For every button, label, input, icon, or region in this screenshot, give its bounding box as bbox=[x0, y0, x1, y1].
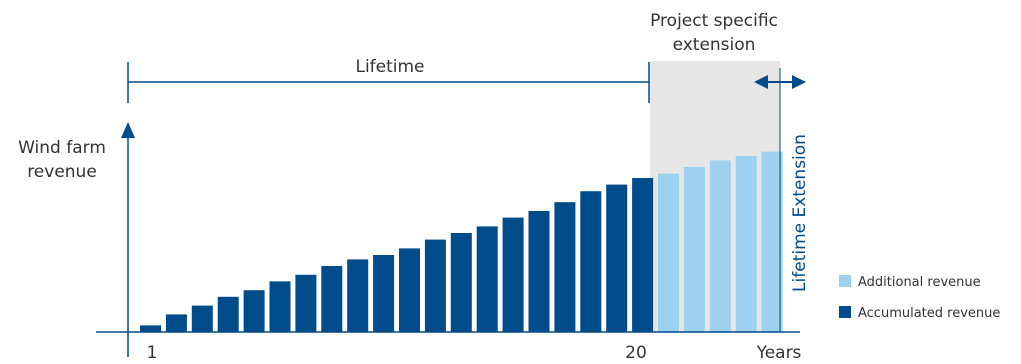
bar-year-21 bbox=[658, 173, 679, 332]
legend-swatch-accumulated bbox=[839, 306, 851, 318]
legend-label-accumulated: Accumulated revenue bbox=[858, 306, 1000, 321]
lifetime-label: Lifetime bbox=[355, 57, 424, 77]
bar-year-14 bbox=[476, 226, 498, 332]
bar-year-25 bbox=[761, 151, 783, 332]
bar-year-18 bbox=[580, 191, 602, 332]
bar-year-6 bbox=[269, 281, 291, 332]
bar-year-7 bbox=[295, 274, 317, 332]
y-axis-label-line2: revenue bbox=[27, 162, 97, 182]
x-axis-label: Years bbox=[756, 343, 802, 363]
bar-year-23 bbox=[709, 160, 731, 332]
legend-label-additional: Additional revenue bbox=[858, 275, 981, 290]
legend-swatch-additional bbox=[839, 275, 851, 287]
bar-year-17 bbox=[554, 202, 576, 332]
bars-group bbox=[140, 151, 783, 332]
bar-year-22 bbox=[683, 167, 705, 332]
bar-year-20 bbox=[632, 178, 654, 332]
x-tick-lifetime-end: 20 bbox=[625, 343, 647, 363]
extension-arrow-right-head bbox=[792, 75, 806, 89]
y-axis-arrow bbox=[121, 122, 135, 138]
bar-year-10 bbox=[373, 255, 395, 332]
bar-year-16 bbox=[528, 211, 550, 332]
lifetime-extension-vertical-label: Lifetime Extension bbox=[790, 134, 810, 292]
bar-year-5 bbox=[243, 290, 265, 332]
bar-year-24 bbox=[735, 156, 757, 332]
legend: Additional revenue Accumulated revenue bbox=[839, 275, 1000, 321]
bar-year-2 bbox=[165, 314, 187, 332]
bar-year-15 bbox=[502, 217, 524, 332]
bar-year-9 bbox=[347, 259, 369, 332]
extension-arrow-left-head bbox=[754, 75, 768, 89]
extension-label-line1: Project specific bbox=[650, 11, 778, 31]
y-axis-label-line1: Wind farm bbox=[18, 138, 106, 158]
extension-label-line2: extension bbox=[673, 35, 756, 55]
bar-year-12 bbox=[424, 239, 446, 332]
bar-year-8 bbox=[321, 266, 343, 332]
bar-year-3 bbox=[191, 305, 213, 332]
x-tick-first: 1 bbox=[147, 343, 158, 363]
bar-year-13 bbox=[450, 233, 472, 332]
bar-year-19 bbox=[606, 184, 628, 332]
bar-year-11 bbox=[399, 248, 420, 332]
bar-year-1 bbox=[140, 325, 161, 332]
bar-year-4 bbox=[217, 296, 239, 332]
